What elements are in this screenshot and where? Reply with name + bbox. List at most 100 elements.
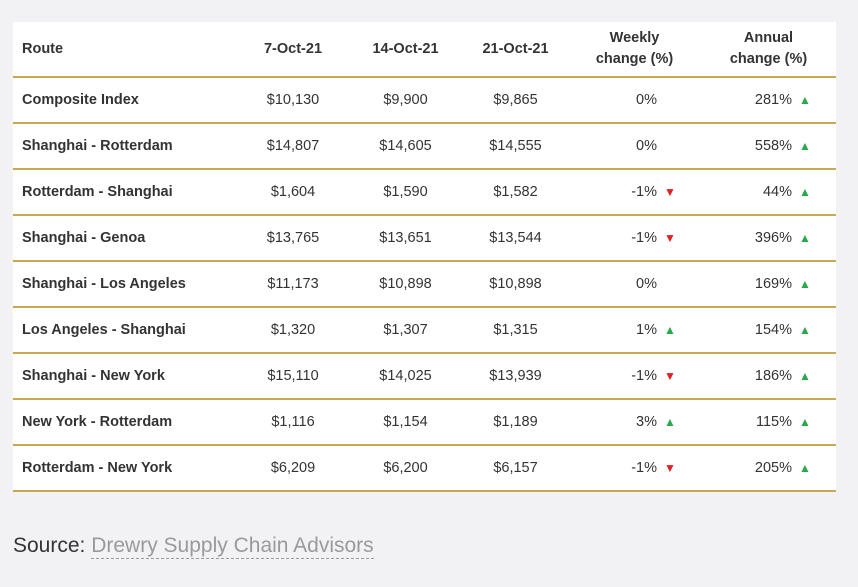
- rate-cell-date-3: $13,939: [489, 368, 542, 384]
- header-weekly-line1: Weekly: [609, 30, 660, 46]
- table-row: Los Angeles - Shanghai $1,320 $1,307 $1,315…: [13, 307, 836, 353]
- triangle-up-icon: ▲: [664, 415, 676, 429]
- annual-change-value: 44%: [762, 184, 792, 200]
- rate-cell-date-1: $15,110: [267, 368, 319, 384]
- triangle-up-icon: ▲: [799, 415, 811, 429]
- rate-cell-date-1: $1,116: [271, 414, 315, 430]
- triangle-up-icon: ▲: [799, 369, 811, 383]
- rate-cell-date-2: $6,200: [383, 460, 428, 476]
- rate-cell-date-3: $13,544: [489, 230, 542, 246]
- annual-change-value: 169%: [754, 276, 792, 292]
- freight-rate-table: Route 7-Oct-21 14-Oct-21 21-Oct-21 Weekl…: [13, 22, 836, 492]
- triangle-down-icon: ▼: [664, 185, 676, 199]
- rate-cell-date-2: $9,900: [383, 92, 428, 108]
- triangle-up-icon: ▲: [799, 231, 811, 245]
- rate-cell-date-3: $6,157: [493, 460, 538, 476]
- weekly-change-value: -1%: [631, 184, 657, 200]
- annual-change-value: 396%: [754, 230, 792, 246]
- route-cell: Los Angeles - Shanghai: [22, 322, 186, 338]
- route-cell: Composite Index: [22, 92, 139, 108]
- rate-cell-date-3: $1,189: [493, 414, 538, 430]
- header-annual-line2: change (%): [729, 51, 808, 67]
- weekly-change-value: -1%: [631, 460, 657, 476]
- table-row: Shanghai - Genoa $13,765 $13,651 $13,544 -1%…: [13, 215, 836, 261]
- annual-change-cell: 558% ▲: [701, 123, 836, 169]
- triangle-up-icon: ▲: [799, 93, 811, 107]
- header-route: Route: [22, 40, 64, 57]
- weekly-change-value: 0%: [636, 276, 657, 292]
- table-row: New York - Rotterdam $1,116 $1,154 $1,189 3%…: [13, 399, 836, 445]
- route-cell: Shanghai - Rotterdam: [22, 138, 173, 154]
- source-note: Source: Drewry Supply Chain Advisors: [13, 534, 374, 559]
- table-row: Shanghai - Rotterdam $14,807 $14,605 $14,55…: [13, 123, 836, 169]
- annual-change-cell: 205% ▲: [701, 445, 836, 491]
- source-label: Source:: [13, 534, 86, 557]
- route-cell: Shanghai - New York: [22, 368, 165, 384]
- annual-change-value: 186%: [754, 368, 792, 384]
- table-row: Rotterdam - New York $6,209 $6,200 $6,157 -1…: [13, 445, 836, 491]
- rate-cell-date-3: $1,582: [493, 184, 538, 200]
- rate-cell-date-2: $1,590: [383, 184, 428, 200]
- route-cell: Rotterdam - New York: [22, 460, 173, 476]
- weekly-change-value: 0%: [636, 138, 657, 154]
- table-body: Composite Index $10,130 $9,900 $9,865 0% 281%…: [13, 77, 836, 491]
- triangle-up-icon: ▲: [799, 323, 811, 337]
- weekly-change-cell: 0%: [568, 123, 701, 169]
- weekly-change-value: -1%: [631, 368, 657, 384]
- header-annual-change: Annual change (%): [701, 22, 836, 77]
- triangle-up-icon: ▲: [664, 323, 676, 337]
- rate-cell-date-3: $10,898: [489, 276, 542, 292]
- route-cell: New York - Rotterdam: [22, 414, 173, 430]
- header-weekly-line2: change (%): [595, 51, 674, 67]
- annual-change-value: 205%: [754, 460, 792, 476]
- triangle-down-icon: ▼: [664, 461, 676, 475]
- route-cell: Shanghai - Genoa: [22, 230, 146, 246]
- annual-change-cell: 169% ▲: [701, 261, 836, 307]
- table-header-row: Route 7-Oct-21 14-Oct-21 21-Oct-21 Weekl…: [13, 22, 836, 77]
- annual-change-value: 558%: [754, 138, 792, 154]
- rate-cell-date-2: $1,307: [383, 322, 428, 338]
- table-row: Shanghai - New York $15,110 $14,025 $13,939…: [13, 353, 836, 399]
- table-row: Composite Index $10,130 $9,900 $9,865 0% 281%…: [13, 77, 836, 123]
- route-cell: Rotterdam - Shanghai: [22, 184, 173, 200]
- annual-change-value: 281%: [754, 92, 792, 108]
- rate-cell-date-1: $1,604: [270, 184, 316, 200]
- weekly-change-cell: 3% ▲: [568, 399, 701, 445]
- rate-cell-date-3: $14,555: [489, 138, 542, 154]
- annual-change-cell: 396% ▲: [701, 215, 836, 261]
- header-date-2: 14-Oct-21: [372, 40, 439, 57]
- annual-change-cell: 44% ▲: [701, 169, 836, 215]
- weekly-change-cell: 1% ▲: [568, 307, 701, 353]
- weekly-change-cell: -1% ▼: [568, 353, 701, 399]
- weekly-change-cell: 0%: [568, 77, 701, 123]
- rate-cell-date-1: $11,173: [267, 276, 319, 292]
- rate-cell-date-2: $14,025: [379, 368, 432, 384]
- rate-cell-date-2: $13,651: [379, 230, 432, 246]
- annual-change-cell: 186% ▲: [701, 353, 836, 399]
- freight-rate-table-card: Route 7-Oct-21 14-Oct-21 21-Oct-21 Weekl…: [13, 22, 836, 492]
- rate-cell-date-1: $14,807: [266, 138, 320, 154]
- rate-cell-date-1: $1,320: [270, 322, 316, 338]
- annual-change-value: 154%: [754, 322, 792, 338]
- rate-cell-date-1: $6,209: [270, 460, 316, 476]
- weekly-change-value: 1%: [636, 322, 657, 338]
- rate-cell-date-1: $13,765: [266, 230, 320, 246]
- weekly-change-cell: 0%: [568, 261, 701, 307]
- rate-cell-date-3: $9,865: [493, 92, 538, 108]
- weekly-change-value: 0%: [636, 92, 657, 108]
- source-organization-link[interactable]: Drewry Supply Chain Advisors: [91, 534, 374, 559]
- weekly-change-cell: -1% ▼: [568, 169, 701, 215]
- header-date-1: 7-Oct-21: [263, 40, 323, 57]
- triangle-up-icon: ▲: [799, 461, 811, 475]
- annual-change-cell: 154% ▲: [701, 307, 836, 353]
- rate-cell-date-2: $14,605: [379, 138, 432, 154]
- triangle-up-icon: ▲: [799, 139, 811, 153]
- weekly-change-cell: -1% ▼: [568, 445, 701, 491]
- header-weekly-change: Weekly change (%): [568, 22, 701, 77]
- table-row: Shanghai - Los Angeles $11,173 $10,898 $10,…: [13, 261, 836, 307]
- weekly-change-value: -1%: [631, 230, 657, 246]
- weekly-change-cell: -1% ▼: [568, 215, 701, 261]
- annual-change-value: 115%: [755, 414, 792, 430]
- rate-cell-date-2: $10,898: [379, 276, 432, 292]
- triangle-down-icon: ▼: [664, 369, 676, 383]
